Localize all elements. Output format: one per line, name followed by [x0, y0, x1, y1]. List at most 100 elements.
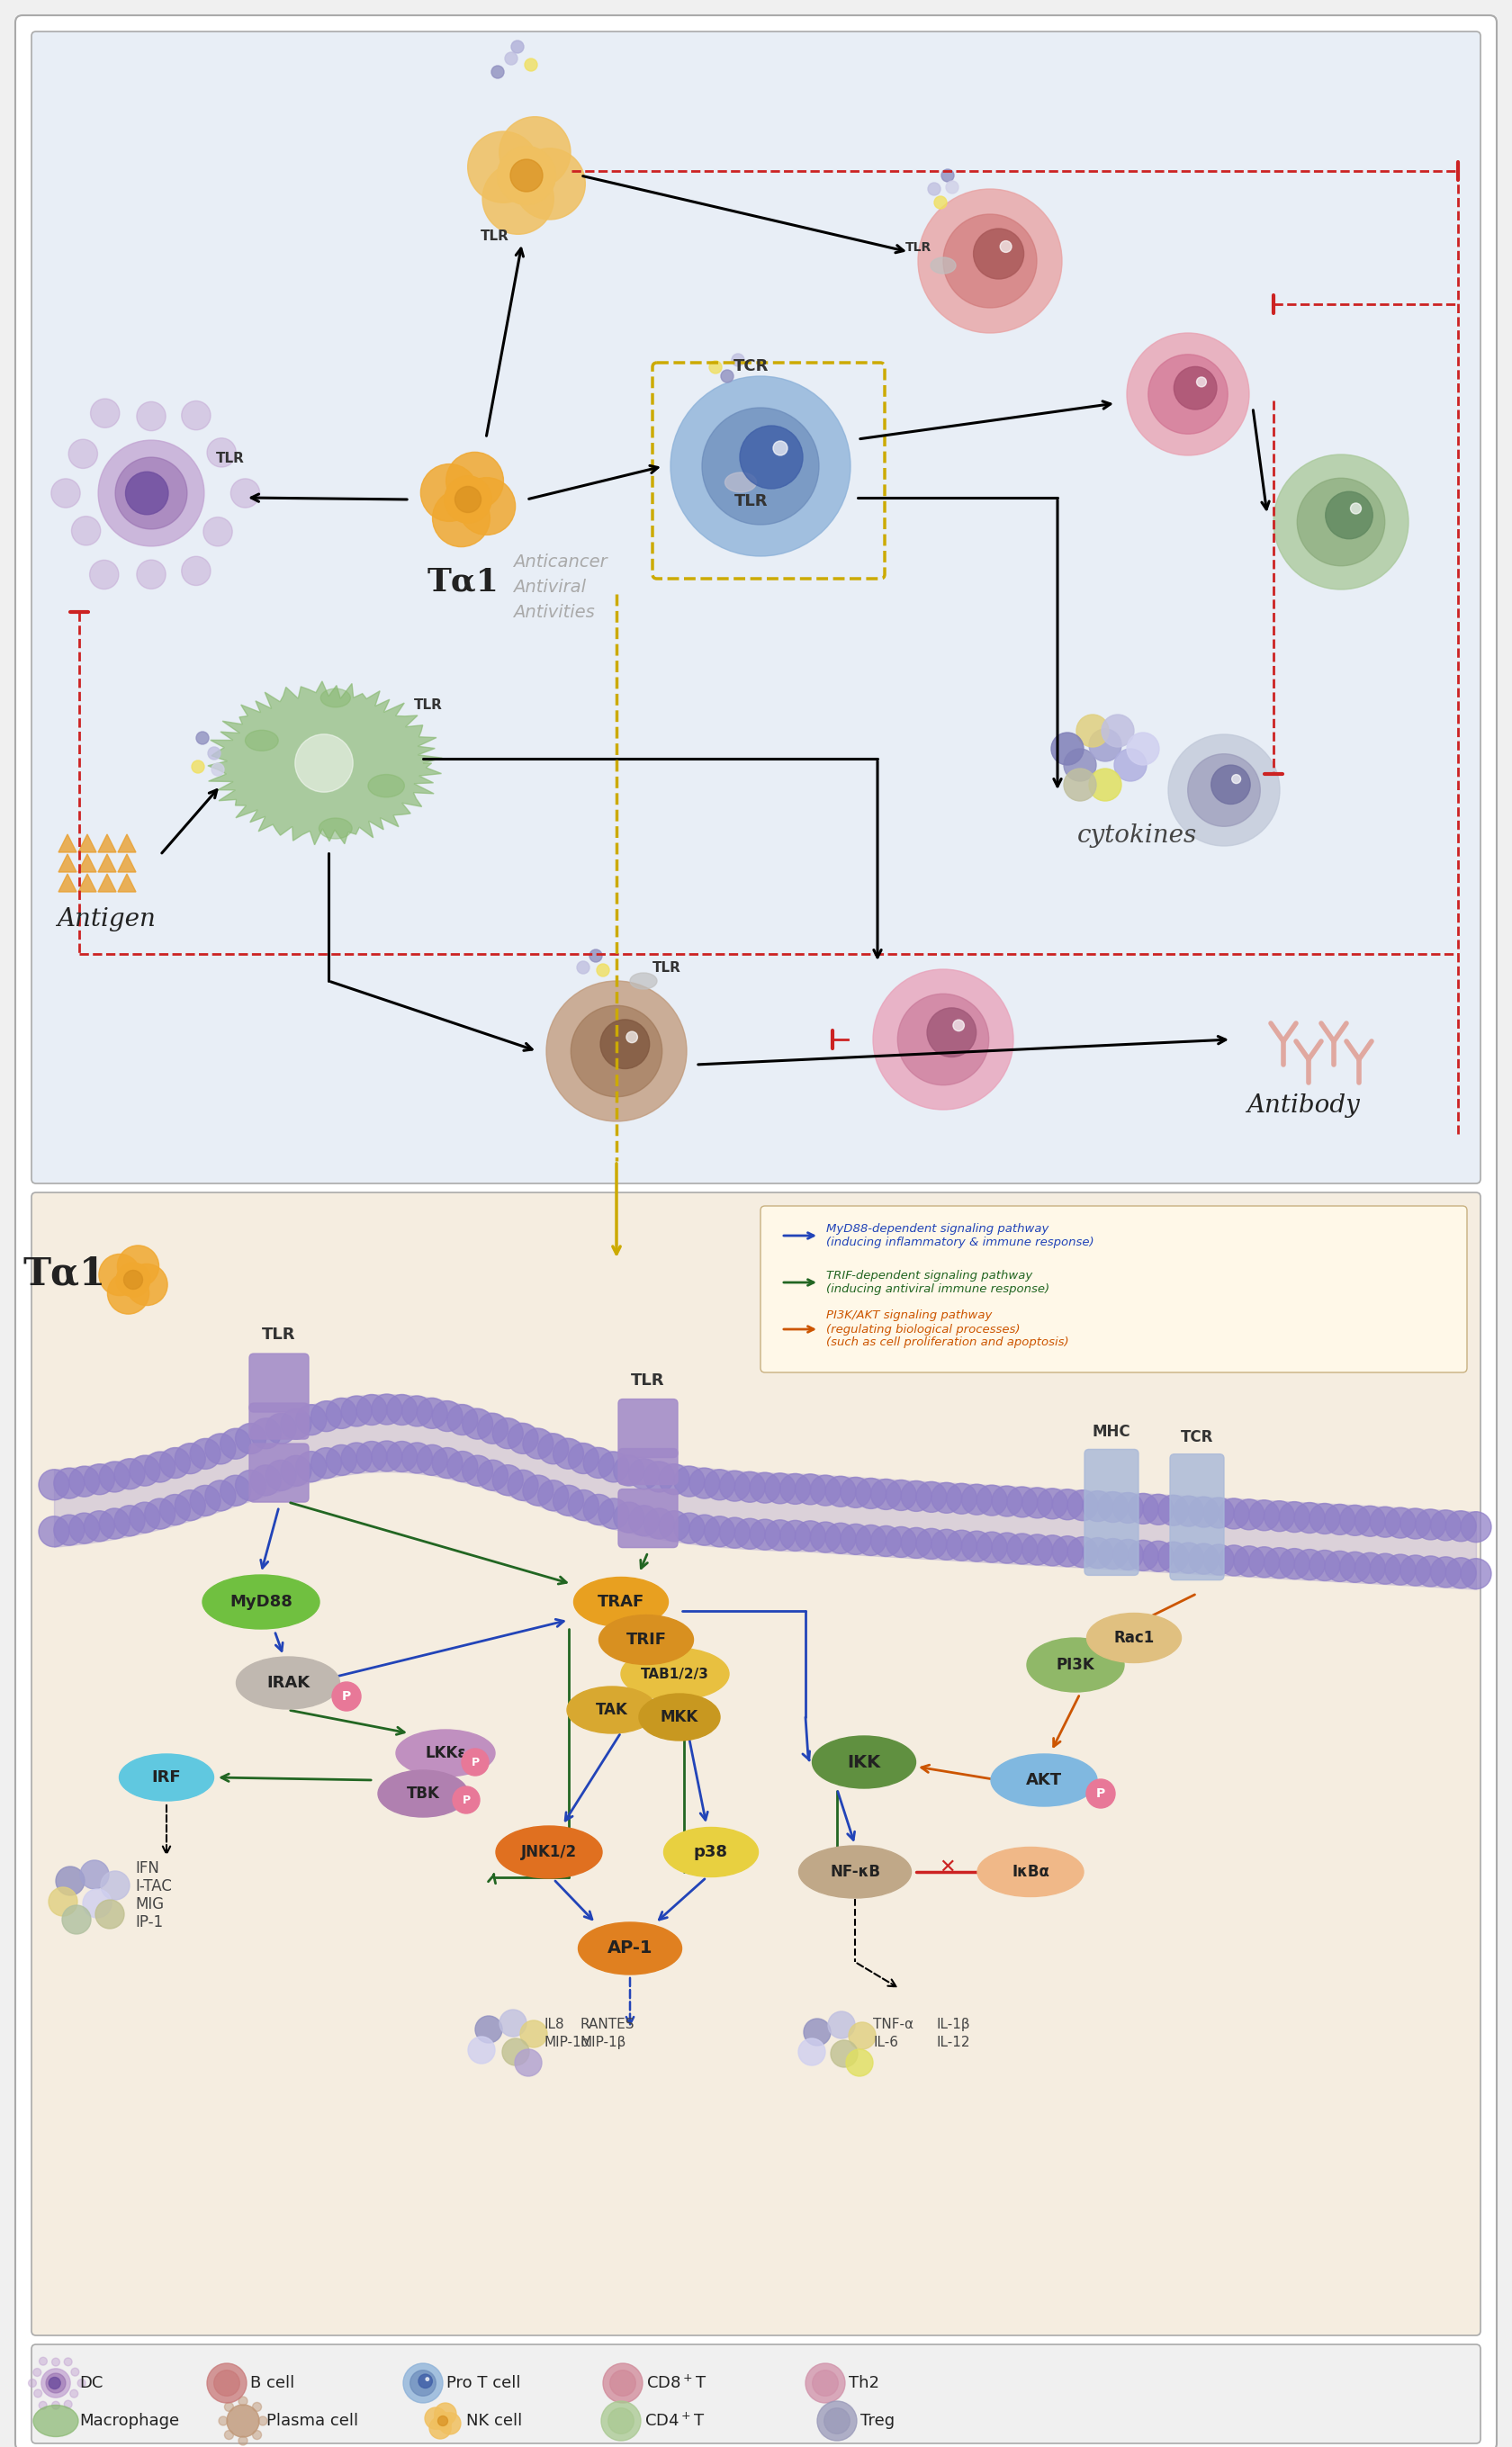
- Polygon shape: [118, 874, 136, 891]
- Circle shape: [1128, 1493, 1158, 1524]
- Circle shape: [181, 555, 210, 585]
- Circle shape: [1249, 1500, 1279, 1532]
- Circle shape: [239, 2437, 248, 2445]
- Text: TRAF: TRAF: [597, 1593, 644, 1610]
- Circle shape: [1022, 1534, 1052, 1566]
- Circle shape: [898, 993, 989, 1084]
- Circle shape: [538, 1480, 569, 1510]
- Ellipse shape: [321, 688, 351, 707]
- Circle shape: [115, 1505, 145, 1537]
- Circle shape: [597, 964, 609, 976]
- Text: TLR: TLR: [414, 697, 443, 712]
- Circle shape: [508, 1471, 538, 1500]
- Circle shape: [584, 1495, 614, 1524]
- Circle shape: [259, 2415, 268, 2425]
- Circle shape: [1089, 768, 1122, 800]
- FancyBboxPatch shape: [32, 1192, 1480, 2334]
- Circle shape: [130, 1502, 160, 1532]
- Circle shape: [886, 1527, 916, 1556]
- Circle shape: [136, 401, 166, 431]
- Circle shape: [1264, 1500, 1294, 1532]
- FancyBboxPatch shape: [1084, 1449, 1139, 1576]
- Text: MyD88: MyD88: [230, 1593, 292, 1610]
- Text: TRIF: TRIF: [626, 1632, 667, 1647]
- Circle shape: [1326, 492, 1373, 538]
- Circle shape: [253, 2403, 262, 2410]
- Circle shape: [1279, 1502, 1309, 1532]
- Circle shape: [546, 981, 686, 1121]
- Circle shape: [1234, 1500, 1264, 1529]
- FancyBboxPatch shape: [618, 1449, 677, 1485]
- Circle shape: [810, 1522, 841, 1551]
- Text: TLR: TLR: [653, 962, 682, 974]
- Circle shape: [39, 1517, 70, 1547]
- Circle shape: [101, 1872, 130, 1899]
- Text: p38: p38: [694, 1845, 729, 1860]
- Circle shape: [798, 2038, 826, 2065]
- Circle shape: [39, 1471, 70, 1500]
- Circle shape: [659, 1510, 689, 1542]
- Ellipse shape: [640, 1693, 720, 1740]
- Text: TLR: TLR: [906, 242, 931, 254]
- Circle shape: [765, 1473, 795, 1505]
- Text: Th2: Th2: [848, 2376, 880, 2391]
- Text: I-TAC: I-TAC: [135, 1879, 172, 1894]
- Circle shape: [773, 440, 788, 455]
- Circle shape: [1051, 732, 1084, 766]
- Circle shape: [511, 159, 543, 191]
- Circle shape: [1309, 1502, 1340, 1534]
- Circle shape: [999, 240, 1012, 252]
- Circle shape: [89, 560, 119, 590]
- Circle shape: [1325, 1505, 1355, 1534]
- Circle shape: [569, 1444, 599, 1473]
- Text: PI3K/AKT signaling pathway
(regulating biological processes)
(such as cell proli: PI3K/AKT signaling pathway (regulating b…: [826, 1309, 1069, 1348]
- Text: TRIF-dependent signaling pathway
(inducing antiviral immune response): TRIF-dependent signaling pathway (induci…: [826, 1270, 1049, 1294]
- Circle shape: [1064, 749, 1096, 781]
- Circle shape: [224, 2403, 233, 2410]
- Circle shape: [70, 2391, 79, 2398]
- Circle shape: [1169, 734, 1279, 847]
- Circle shape: [70, 1512, 100, 1544]
- Circle shape: [51, 480, 80, 507]
- Circle shape: [116, 1263, 150, 1297]
- Circle shape: [387, 1441, 417, 1473]
- Text: TLR: TLR: [262, 1326, 296, 1343]
- Polygon shape: [98, 874, 116, 891]
- Circle shape: [296, 1405, 327, 1434]
- Circle shape: [160, 1449, 191, 1478]
- Circle shape: [1037, 1488, 1067, 1520]
- Circle shape: [1098, 1493, 1128, 1522]
- Circle shape: [804, 2019, 830, 2046]
- Circle shape: [207, 2364, 246, 2403]
- Text: JNK1/2: JNK1/2: [522, 1845, 578, 1860]
- Circle shape: [29, 2378, 36, 2388]
- Circle shape: [609, 2371, 635, 2396]
- Text: B cell: B cell: [249, 2376, 295, 2391]
- Text: MHC: MHC: [1092, 1424, 1131, 1441]
- Text: IKK: IKK: [847, 1754, 880, 1772]
- Circle shape: [499, 117, 570, 188]
- Circle shape: [85, 1510, 115, 1542]
- Circle shape: [1232, 776, 1241, 783]
- Circle shape: [977, 1485, 1007, 1515]
- Circle shape: [136, 560, 166, 590]
- Circle shape: [372, 1441, 402, 1471]
- Circle shape: [197, 732, 209, 744]
- Circle shape: [221, 1429, 251, 1458]
- Ellipse shape: [245, 729, 278, 751]
- Circle shape: [124, 1270, 142, 1290]
- Circle shape: [115, 1458, 145, 1490]
- Circle shape: [1211, 766, 1250, 805]
- Ellipse shape: [367, 773, 405, 798]
- Circle shape: [525, 59, 537, 71]
- Circle shape: [962, 1532, 992, 1561]
- Circle shape: [523, 1476, 553, 1505]
- Circle shape: [553, 1485, 584, 1515]
- Text: TAB1/2/3: TAB1/2/3: [641, 1666, 709, 1681]
- Circle shape: [98, 1253, 141, 1294]
- Circle shape: [1370, 1507, 1400, 1537]
- Circle shape: [1098, 1539, 1128, 1569]
- Circle shape: [927, 1008, 977, 1057]
- Circle shape: [1461, 1512, 1491, 1542]
- Circle shape: [705, 1468, 735, 1500]
